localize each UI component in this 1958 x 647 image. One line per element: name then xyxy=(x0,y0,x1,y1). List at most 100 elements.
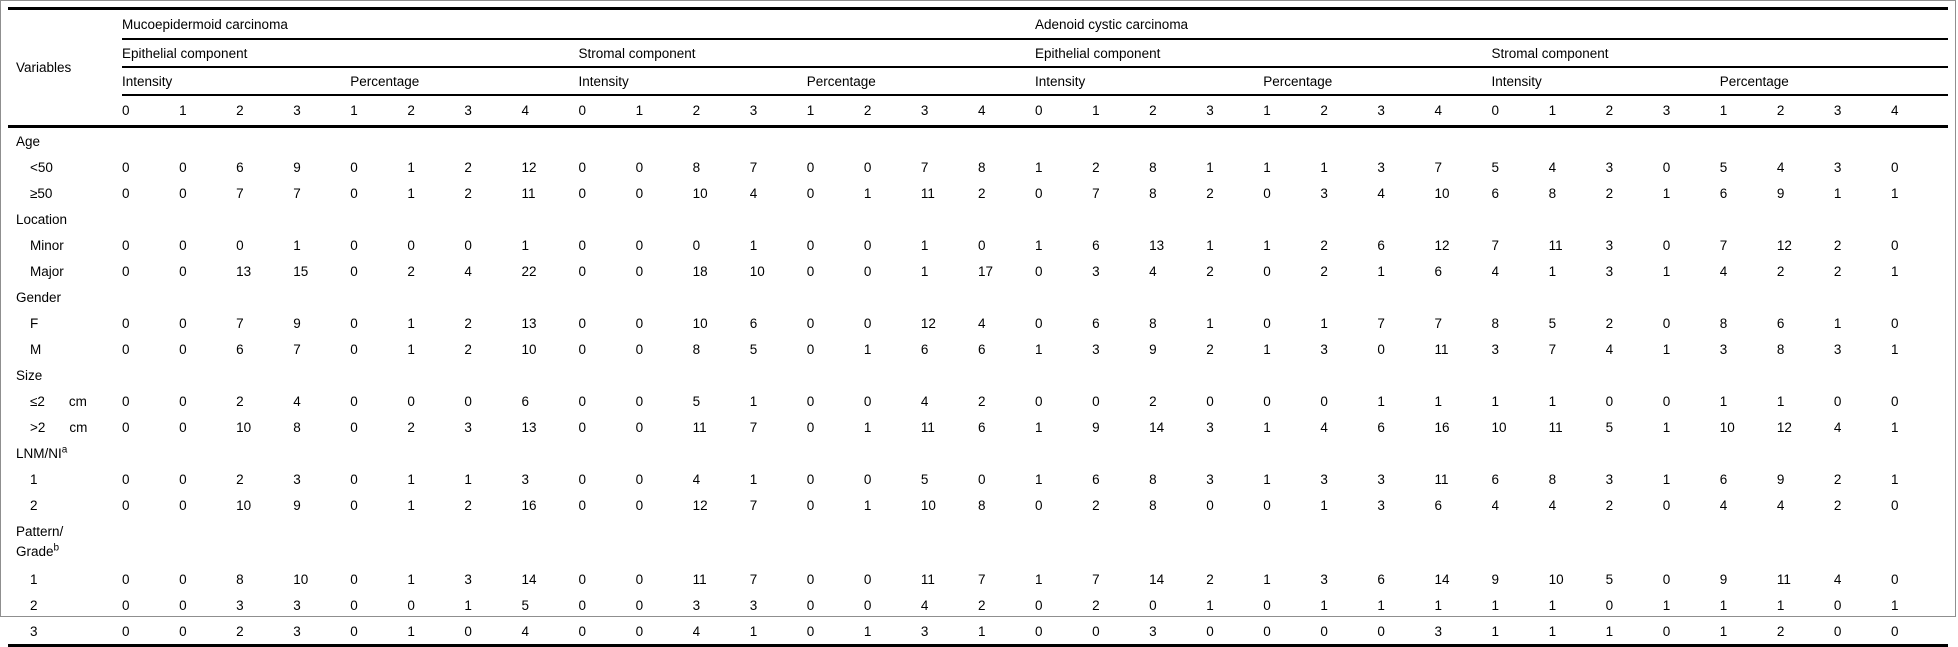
data-cell: 1 xyxy=(407,571,415,587)
data-cell: 1 xyxy=(863,419,872,435)
data-cell: 0 xyxy=(635,263,644,279)
data-cell: 1 xyxy=(1263,419,1271,435)
data-cell: 0 xyxy=(578,419,587,435)
data-cell: 0 xyxy=(635,315,644,331)
data-cell: 3 xyxy=(1377,159,1385,175)
data-cell: 2 xyxy=(1320,263,1328,279)
data-cell: 0 xyxy=(1263,393,1271,409)
data-cell: 3 xyxy=(1605,263,1614,279)
data-cell: 0 xyxy=(350,471,358,487)
data-cell: 1 xyxy=(1377,393,1385,409)
data-cell: 0 xyxy=(806,237,815,253)
data-cell: 0 xyxy=(179,237,187,253)
row-label-cell: ≥50 xyxy=(8,180,122,206)
data-cell: 1 xyxy=(1320,315,1328,331)
data-cell: 2 xyxy=(464,341,472,357)
data-cell: 11 xyxy=(920,419,935,435)
data-cell: 1 xyxy=(1662,263,1671,279)
data-cell: 0 xyxy=(635,237,644,253)
score-column-header: 1 xyxy=(1263,95,1321,128)
data-cell: 0 xyxy=(1263,497,1271,513)
data-cell: 3 xyxy=(1320,341,1328,357)
data-row: F 0 0 7 9 0 1 2 13 0 0 10 6 0 0 12 4 0 6 8 1 0 1 7 7 8 5 2 0 8 6 1 0 xyxy=(8,310,1948,336)
score-column-header: 1 xyxy=(806,95,864,128)
data-cell: 5 xyxy=(1491,159,1500,175)
data-cell: 3 xyxy=(293,597,301,613)
data-cell: 0 xyxy=(1320,393,1328,409)
data-cell: 7 xyxy=(1377,315,1385,331)
data-cell: 0 xyxy=(122,237,130,253)
data-cell: 3 xyxy=(293,471,301,487)
data-cell: 1 xyxy=(464,597,472,613)
data-cell: 10 xyxy=(1548,571,1564,587)
row-label: 2 xyxy=(30,597,38,613)
data-cell: 0 xyxy=(1833,597,1842,613)
data-cell: 13 xyxy=(521,315,537,331)
data-cell: 9 xyxy=(293,315,301,331)
data-cell: 6 xyxy=(1491,471,1500,487)
data-cell: 1 xyxy=(521,237,529,253)
data-cell: 0 xyxy=(179,159,187,175)
data-cell: 0 xyxy=(1263,623,1271,639)
data-cell: 12 xyxy=(1776,419,1792,435)
data-cell: 4 xyxy=(1719,263,1728,279)
data-cell: 10 xyxy=(1719,419,1735,435)
data-cell: 1 xyxy=(1263,237,1271,253)
data-cell: 6 xyxy=(1491,185,1500,201)
data-cell: 7 xyxy=(1092,185,1100,201)
data-cell: 0 xyxy=(236,237,244,253)
data-cell: 4 xyxy=(1776,497,1785,513)
score-column-header: 3 xyxy=(464,95,522,128)
data-cell: 1 xyxy=(1719,393,1728,409)
data-cell: 2 xyxy=(464,497,472,513)
data-cell: 4 xyxy=(692,623,701,639)
data-cell: 1 xyxy=(1833,185,1842,201)
data-cell: 11 xyxy=(1434,341,1449,357)
table-body: Age <50 0 0 6 9 0 1 2 12 0 0 8 7 0 0 7 8 1 2 8 1 1 1 3 7 5 4 3 0 5 4 3 0 ≥… xyxy=(8,127,1948,646)
data-cell: 0 xyxy=(1377,341,1385,357)
score-column-header: 0 xyxy=(1491,95,1549,128)
category-row: Age xyxy=(8,127,1948,155)
data-cell: 11 xyxy=(1434,471,1449,487)
category-row: Size xyxy=(8,362,1948,388)
category-row: Location xyxy=(8,206,1948,232)
data-cell: 1 xyxy=(1035,571,1043,587)
score-column-header: 0 xyxy=(578,95,636,128)
row-label: Major xyxy=(30,263,64,279)
data-cell: 0 xyxy=(179,185,187,201)
data-cell: 2 xyxy=(1605,185,1614,201)
data-cell: 1 xyxy=(1035,159,1043,175)
data-cell: 6 xyxy=(1719,185,1728,201)
data-cell: 2 xyxy=(1776,263,1785,279)
data-cell: 2 xyxy=(1092,597,1100,613)
data-cell: 10 xyxy=(521,341,537,357)
data-cell: 0 xyxy=(179,471,187,487)
data-cell: 1 xyxy=(1263,471,1271,487)
data-cell: 1 xyxy=(1491,623,1500,639)
data-cell: 0 xyxy=(1833,623,1842,639)
data-cell: 0 xyxy=(1320,623,1328,639)
data-cell: 0 xyxy=(407,237,415,253)
data-row: 3 0 0 2 3 0 1 0 4 0 0 4 1 0 1 3 1 0 0 3 0 0 0 0 3 1 1 1 0 1 2 0 0 xyxy=(8,618,1948,646)
data-cell: 9 xyxy=(293,497,301,513)
data-cell: 0 xyxy=(1890,159,1899,175)
data-cell: 0 xyxy=(806,571,815,587)
data-cell: 0 xyxy=(350,237,358,253)
data-cell: 0 xyxy=(464,393,472,409)
data-cell: 8 xyxy=(977,497,986,513)
data-cell: 0 xyxy=(1206,497,1214,513)
data-cell: 0 xyxy=(578,623,587,639)
data-cell: 0 xyxy=(635,341,644,357)
data-row: ≤2 cm 0 0 2 4 0 0 0 6 0 0 5 1 0 0 4 2 0 0 2 0 0 0 1 1 1 1 0 0 1 1 0 0 xyxy=(8,388,1948,414)
data-cell: 2 xyxy=(1776,623,1785,639)
data-cell: 1 xyxy=(920,263,929,279)
data-cell: 2 xyxy=(1833,471,1842,487)
data-cell: 1 xyxy=(1320,597,1328,613)
score-column-header: 2 xyxy=(1320,95,1378,128)
data-cell: 7 xyxy=(1434,315,1442,331)
data-cell: 0 xyxy=(179,315,187,331)
data-cell: 13 xyxy=(236,263,252,279)
data-cell: 4 xyxy=(1491,497,1500,513)
data-cell: 1 xyxy=(407,623,415,639)
measure-header: Percentage xyxy=(1719,67,1948,96)
